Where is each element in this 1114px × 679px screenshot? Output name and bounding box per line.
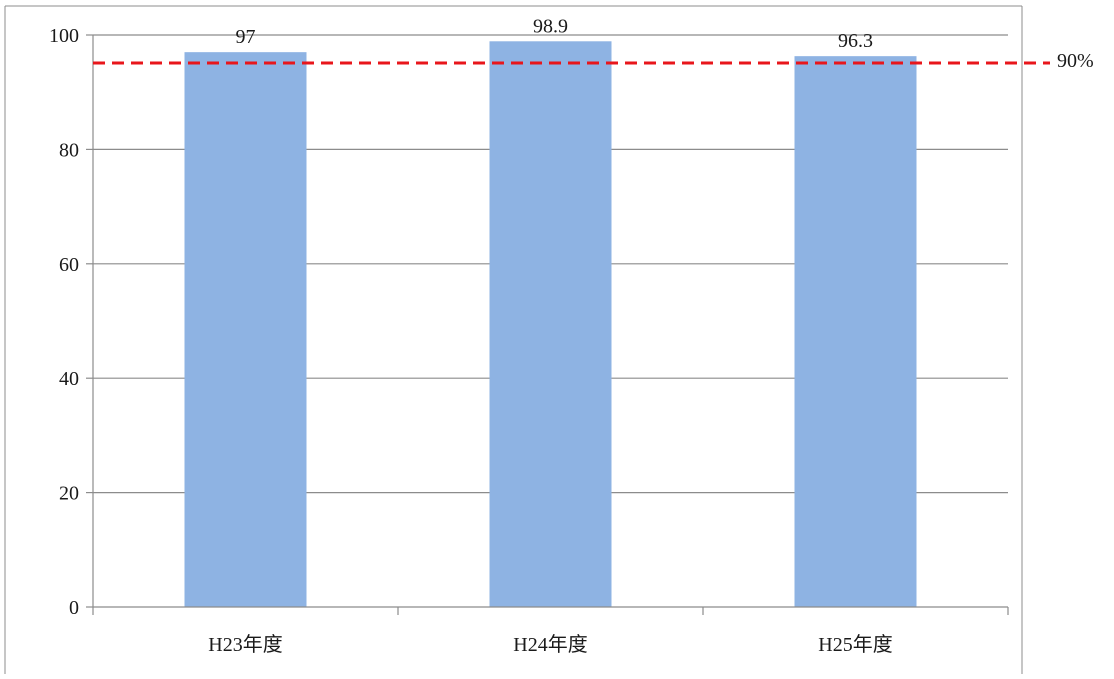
x-tick-label: H25年度 [818, 633, 892, 656]
bar [794, 56, 917, 607]
y-tick-label: 60 [59, 254, 79, 276]
data-label: 97 [236, 26, 256, 48]
y-tick-label: 20 [59, 483, 79, 505]
bar [489, 41, 612, 608]
data-label: 98.9 [533, 15, 568, 37]
y-tick-label: 40 [59, 368, 79, 390]
reference-line-label: 90% [1057, 50, 1094, 72]
bar [184, 52, 307, 608]
x-tick-label: H24年度 [513, 633, 587, 656]
y-tick-label: 80 [59, 139, 79, 161]
data-label: 96.3 [838, 30, 873, 52]
y-tick-label: 0 [69, 597, 79, 619]
x-tick-label: H23年度 [208, 633, 282, 656]
y-tick-label: 100 [49, 25, 79, 47]
